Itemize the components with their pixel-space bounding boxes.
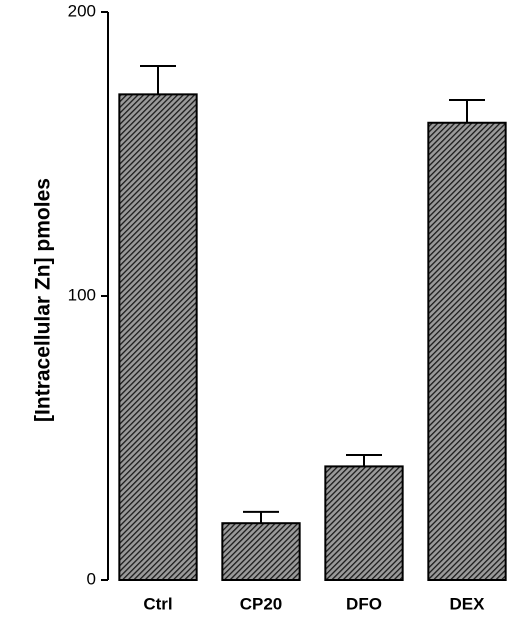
- y-tick-label: 100: [68, 285, 96, 304]
- y-tick-label: 200: [68, 1, 96, 20]
- x-tick-label: DFO: [346, 594, 382, 613]
- x-tick-label: Ctrl: [143, 594, 172, 613]
- x-tick-label: CP20: [240, 594, 283, 613]
- y-tick-label: 0: [87, 569, 96, 588]
- y-axis-label: [Intracellular Zn] pmoles: [32, 178, 55, 422]
- bar: [324, 465, 404, 581]
- bar: [221, 522, 301, 582]
- x-tick-label: DEX: [450, 594, 486, 613]
- bar: [427, 121, 507, 581]
- bar: [118, 93, 198, 582]
